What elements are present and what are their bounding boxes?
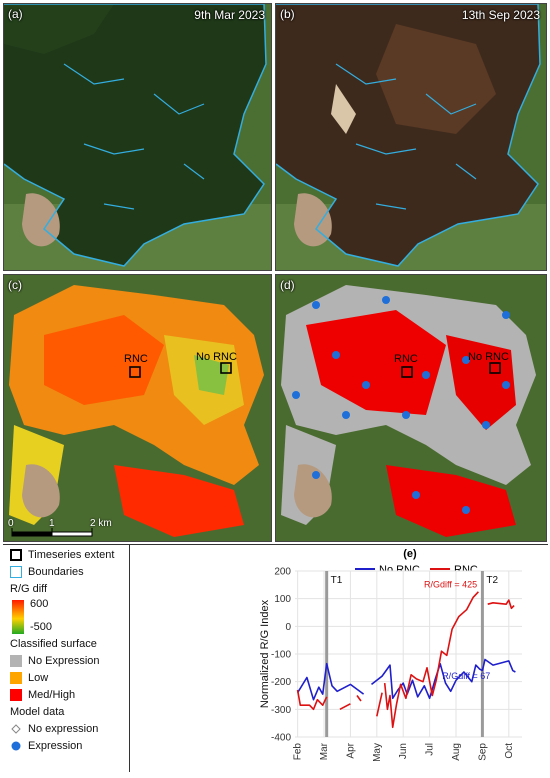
diamond-icon <box>10 723 22 735</box>
x-tick-label: Jul <box>425 743 436 756</box>
series-line-rnc <box>383 591 479 729</box>
class-swatch <box>10 655 22 667</box>
rg-diff-map <box>4 275 271 541</box>
x-tick-label: Sep <box>477 743 488 761</box>
legend-label: Boundaries <box>28 566 84 578</box>
scale-tick-label: 2 km <box>90 518 112 529</box>
legend-label: No Expression <box>28 655 100 667</box>
scale-bar-graphic <box>11 528 93 537</box>
site-label-rnc: RNC <box>394 353 418 365</box>
y-tick-label: -400 <box>271 733 291 744</box>
legend-label: Expression <box>28 740 83 752</box>
legend-model-expression: Expression <box>10 740 82 752</box>
y-tick-label: 100 <box>274 594 291 605</box>
scale-tick-label: 1 <box>49 518 55 529</box>
legend-class-low: Low <box>10 672 48 684</box>
panel-label: (c) <box>8 278 22 292</box>
legend-label: Low <box>28 672 49 684</box>
panel-label: (b) <box>280 7 295 21</box>
data-annotation: R/Gdiff = 425 <box>424 580 477 590</box>
x-tick-label: Apr <box>345 742 356 758</box>
divider <box>3 544 548 545</box>
site-label-no-rnc: No RNC <box>468 351 509 363</box>
x-tick-label: Aug <box>451 743 462 761</box>
panel-date: 9th Mar 2023 <box>194 8 265 22</box>
colorbar-max-label: 600 <box>30 598 49 610</box>
legend-boundaries: Boundaries <box>10 566 84 578</box>
y-axis-label: Normalized R/G Index <box>259 599 271 708</box>
satellite-image-b <box>276 4 546 270</box>
x-tick-label: Oct <box>504 743 515 759</box>
site-label-rnc: RNC <box>124 353 148 365</box>
legend-class-no-expression: No Expression <box>10 655 100 667</box>
panel-label: (d) <box>280 278 295 292</box>
legend-model-no-expression: No expression <box>10 723 98 735</box>
colorbar-min-label: -500 <box>30 621 53 633</box>
chart-panel-label: (e) <box>403 548 417 560</box>
series-line-rnc <box>296 689 328 711</box>
legend-timeseries-extent: Timeseries extent <box>10 549 114 561</box>
legend <box>3 545 130 772</box>
site-label-no-rnc: No RNC <box>196 351 237 363</box>
timeseries-chart: (e) No RNC RNC -400 -300 -200 -100 0 100 200 Feb Ma… <box>130 545 548 773</box>
satellite-image-a <box>4 4 271 270</box>
y-tick-label: -100 <box>271 650 291 661</box>
y-tick-label: 0 <box>285 622 291 633</box>
class-swatch <box>10 689 22 701</box>
y-tick-label: 200 <box>274 567 291 578</box>
series-line-rnc <box>376 692 383 717</box>
square-outline-icon <box>10 549 22 561</box>
event-line-label: T2 <box>486 575 498 586</box>
panel-date: 13th Sep 2023 <box>461 8 540 22</box>
classified-map <box>276 275 546 541</box>
scale-tick-label: 0 <box>8 518 14 529</box>
legend-label: No expression <box>28 723 99 735</box>
circle-icon <box>10 740 22 752</box>
legend-label: Med/High <box>28 689 76 701</box>
x-tick-label: May <box>372 743 383 762</box>
y-tick-label: -200 <box>271 677 291 688</box>
legend-classified-title: Classified surface <box>10 638 97 650</box>
map-panel-d: (d) RNC No RNC <box>275 274 547 542</box>
scale-bar: 0 1 2 km <box>8 518 148 540</box>
series-line-no-rnc <box>296 662 365 701</box>
x-tick-label: Feb <box>293 743 304 761</box>
series-line-no-rnc <box>371 658 516 700</box>
panel-label: (a) <box>8 7 23 21</box>
map-panel-c: (c) RNC No RNC <box>3 274 272 542</box>
legend-label: Timeseries extent <box>28 549 115 561</box>
x-tick-label: Jun <box>398 743 409 759</box>
event-line-label: T1 <box>331 575 343 586</box>
x-tick-label: Mar <box>319 742 330 760</box>
legend-class-medhigh: Med/High <box>10 689 75 701</box>
legend-rg-diff-title: R/G diff <box>10 583 48 595</box>
series-line-rnc <box>356 695 362 702</box>
map-panel-a: (a) 9th Mar 2023 <box>3 3 272 271</box>
legend-model-title: Model data <box>10 706 65 718</box>
series-line-rnc <box>487 599 515 610</box>
class-swatch <box>10 672 22 684</box>
square-outline-icon <box>10 566 22 578</box>
data-annotation: R/Gdiff = 67 <box>442 671 490 681</box>
y-tick-label: -300 <box>271 705 291 716</box>
rg-diff-colorbar <box>12 600 24 634</box>
map-panel-b: (b) 13th Sep 2023 <box>275 3 547 271</box>
series-line-rnc <box>339 703 351 711</box>
